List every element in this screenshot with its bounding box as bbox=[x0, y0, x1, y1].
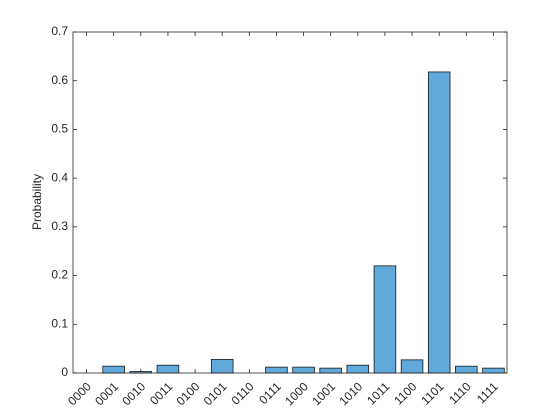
y-tick-label: 0.7 bbox=[51, 24, 68, 38]
bar bbox=[346, 364, 370, 374]
bar bbox=[156, 364, 180, 374]
bar bbox=[319, 367, 342, 374]
y-tick-label: 0.5 bbox=[51, 122, 68, 136]
x-tick-label: 0000 bbox=[65, 379, 94, 408]
x-tick-label: 1100 bbox=[391, 379, 419, 407]
x-tick-label: 1111 bbox=[474, 379, 501, 406]
x-tick-label: 0011 bbox=[147, 379, 175, 407]
x-tick-label: 0010 bbox=[119, 379, 148, 408]
x-tick-label: 0001 bbox=[92, 379, 121, 408]
x-tick-label: 1001 bbox=[309, 379, 338, 408]
x-tick-label: 0110 bbox=[229, 379, 257, 407]
y-tick-label: 0.3 bbox=[51, 219, 68, 233]
bar bbox=[210, 358, 234, 374]
y-axis-label: Probability bbox=[30, 174, 44, 230]
x-tick-label: 1011 bbox=[364, 379, 392, 407]
bar bbox=[400, 359, 424, 374]
bar bbox=[427, 71, 451, 374]
bar bbox=[102, 365, 125, 374]
x-tick-label: 0100 bbox=[174, 379, 203, 408]
x-tick-label: 0111 bbox=[256, 379, 284, 407]
bar bbox=[292, 366, 315, 374]
x-tick-label: 1101 bbox=[418, 379, 446, 407]
y-tick-label: 0.6 bbox=[51, 73, 68, 87]
x-tick-label: 1010 bbox=[336, 379, 365, 408]
x-tick-label: 1000 bbox=[282, 379, 311, 408]
y-tick-label: 0.4 bbox=[51, 170, 68, 184]
x-tick-label: 1110 bbox=[446, 379, 474, 407]
bar bbox=[129, 371, 153, 374]
x-tick-label: 0101 bbox=[201, 379, 230, 408]
bar bbox=[265, 366, 288, 374]
y-tick-label: 0 bbox=[61, 365, 68, 379]
bar bbox=[373, 265, 397, 374]
y-tick-label: 0.1 bbox=[51, 316, 68, 330]
bar bbox=[455, 365, 478, 374]
bar bbox=[482, 367, 505, 374]
y-tick-label: 0.2 bbox=[51, 268, 68, 282]
